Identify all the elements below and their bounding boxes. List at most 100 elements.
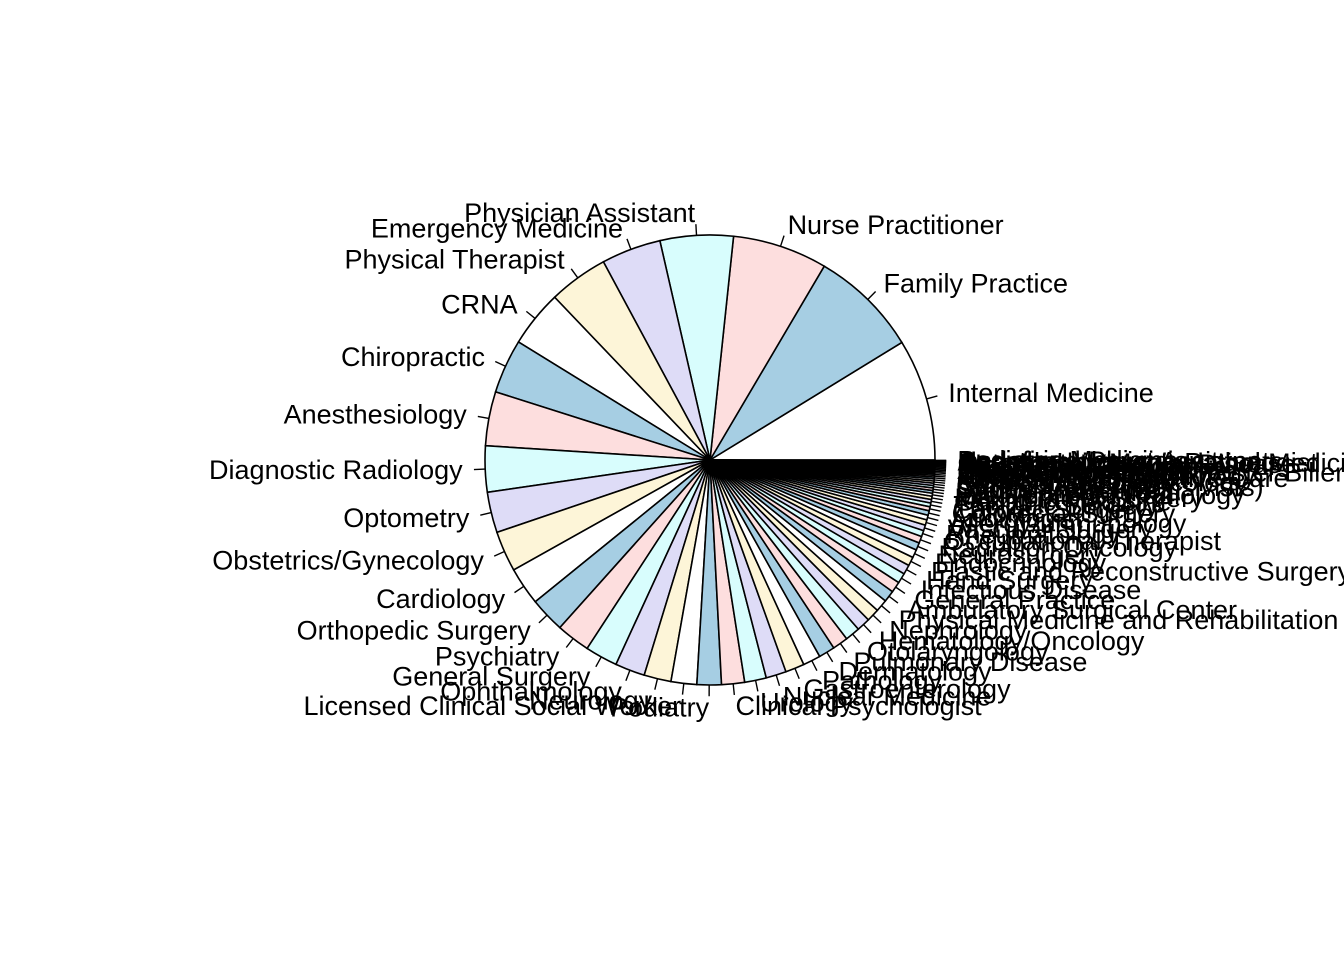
pie-tick-ambulatory-surgical-center — [888, 595, 899, 604]
pie-label-allergy-immunology: Allergy/Immunology — [949, 508, 1187, 538]
pie-tick-hand-surgery — [906, 568, 917, 576]
pie-label-orthopedic-surgery: Orthopedic Surgery — [297, 616, 532, 646]
pie-label-colorectal-surgery: Colorectal Surgery — [952, 499, 1176, 529]
pie-label-optometry: Optometry — [343, 503, 470, 533]
pie-label-undefined-physician-type: Undefined Physician type — [958, 446, 1263, 476]
pie-tick-geriatric-medicine — [931, 497, 943, 501]
pie-tick-hematology-oncology — [862, 624, 872, 634]
pie-tick-internal-medicine — [926, 395, 938, 400]
pie-tick-obstetrics-gynecology — [493, 550, 505, 557]
pie-slice-pediatric-medicine — [709, 459, 936, 462]
pie-tick-psychiatry — [565, 638, 574, 648]
pie-label-family-practice: Family Practice — [884, 269, 1069, 299]
pie-tick-cardiology — [514, 585, 525, 594]
pie-label-audiologist: Audiologist — [951, 503, 1084, 533]
pie-label-urology: Urology — [760, 687, 854, 717]
pie-tick-optometry — [480, 511, 492, 516]
pie-label-psychiatry: Psychiatry — [435, 641, 560, 671]
pie-label-medical-oncology: Medical Oncology — [957, 465, 1172, 495]
pie-label-diagnostic-radiology: Diagnostic Radiology — [209, 455, 463, 485]
pie-tick-dermatology — [826, 651, 834, 663]
pie-label-internal-medicine: Internal Medicine — [948, 378, 1154, 408]
pie-label-otolaryngology: Otolaryngology — [867, 636, 1049, 666]
pie-label-preventive-medicine: Preventive Medicine — [957, 451, 1200, 481]
pie-label-ophthalmology: Ophthalmology — [440, 676, 622, 706]
pie-tick-interventional-radiology — [932, 491, 944, 495]
pie-tick-occupational-therapist — [922, 532, 934, 538]
pie-label-maxillofacial-surgery: Maxillofacial Surgery — [955, 483, 1205, 513]
pie-label-addiction-medicine: Addiction Medicine — [957, 455, 1184, 485]
pie-tick-chiropractic — [494, 360, 506, 367]
pie-label-pain-management: Pain Management — [955, 477, 1175, 507]
pie-label-plastic-and-reconstructive-surgery: Plastic and Reconstructive Surgery — [931, 557, 1344, 587]
pie-label-oral-surgery: Oral Surgery — [957, 453, 1111, 483]
pie-label-interventional-radiology: Interventional Radiology — [955, 480, 1245, 510]
pie-tick-anesthesiology — [477, 415, 489, 420]
pie-label-endocrinology: Endocrinology — [935, 548, 1107, 578]
pie-tick-clinical-laboratory — [934, 472, 946, 475]
pie-tick-general-practice — [895, 586, 906, 595]
pie-slice-family-practice — [709, 265, 903, 461]
pie-slices — [484, 234, 936, 686]
pie-label-infectious-disease: Infectious Disease — [921, 575, 1142, 605]
pie-tick-gastroenterology — [794, 668, 800, 680]
pie-label-interventional-cardiology: Interventional Cardiology — [957, 461, 1256, 491]
pie-tick-endocrinology — [914, 553, 926, 559]
pie-tick-clinical-psychologist — [732, 683, 736, 696]
pie-tick-thoracic-surgery — [931, 500, 943, 505]
pie-label-nuclear-medicine: Nuclear Medicine — [783, 682, 992, 712]
pie-tick-surgical-oncology — [933, 481, 946, 484]
pie-tick-nuclear-medicine — [775, 674, 781, 686]
pie-tick-emergency-medicine — [626, 238, 632, 250]
pie-tick-infectious-disease — [901, 577, 912, 585]
pie-label-neurosurgery: Neurosurgery — [939, 540, 1103, 570]
pie-tick-neurosurgery — [917, 545, 929, 552]
pie-label-physical-therapist: Physical Therapist — [345, 245, 566, 275]
pie-label-podiatry: Podiatry — [610, 693, 710, 723]
pie-label-general-surgery: General Surgery — [392, 662, 591, 692]
pie-label-physician-assistant: Physician Assistant — [464, 198, 696, 228]
pie-label-chiropractic: Chiropractic — [341, 342, 485, 372]
pie-label-pulmonary-disease: Pulmonary Disease — [853, 647, 1087, 677]
pie-label-peripheral-vascular-disease: Peripheral Vascular Disease — [957, 449, 1296, 479]
pie-label-vascular-surgery: Vascular Surgery — [948, 514, 1154, 544]
pie-tick-mass-immunization-roster-biller — [934, 470, 946, 473]
pie-tick-neurology — [654, 678, 659, 690]
pie-label-anesthesiologist-assistants: Anesthesiologist Assistants — [957, 447, 1283, 477]
pie-tick-nurse-practitioner — [779, 235, 785, 247]
pie-label-anesthesiology: Anesthesiology — [284, 399, 468, 429]
pie-tick-gynecological-oncology — [934, 479, 946, 482]
pie-tick-physical-medicine-and-rehabilitation — [881, 605, 891, 614]
pie-tick-pain-management — [932, 488, 945, 492]
pie-tick-audiologist — [928, 512, 940, 517]
pie-tick-plastic-and-reconstructive-surgery — [910, 560, 922, 568]
pie-tick-crna — [525, 310, 536, 320]
pie-label-nurse-practitioner: Nurse Practitioner — [788, 210, 1004, 240]
pie-tick-otolaryngology — [852, 633, 861, 644]
pie-tick-interventional-cardiology — [934, 473, 946, 476]
pie-tick-radiation-oncology — [920, 539, 932, 545]
pie-label-general-practice: General Practice — [914, 585, 1115, 615]
pie-label-licensed-clinical-social-worker: Licensed Clinical Social Worker — [304, 691, 682, 721]
pie-label-osteopathic-manipulative-medicine: Osteopathic Manipulative Medicine — [957, 448, 1344, 478]
pie-label-emergency-medicine: Emergency Medicine — [371, 213, 623, 243]
pie-tick-rheumatology — [924, 527, 936, 532]
pie-label-hematology-oncology: Hematology/Oncology — [879, 626, 1145, 656]
pie-tick-pulmonary-disease — [839, 643, 848, 653]
pie-tick-colorectal-surgery — [929, 508, 941, 512]
pie-label-physical-medicine-and-rehabilitation: Physical Medicine and Rehabilitation — [899, 605, 1339, 635]
pie-label-obstetrics-gynecology: Obstetrics/Gynecology — [212, 546, 484, 576]
pie-tick-licensed-clinical-social-worker — [681, 683, 685, 695]
pie-tick-certified-nurse-midwife — [934, 469, 947, 472]
pie-label-thoracic-surgery: Thoracic Surgery — [953, 490, 1159, 520]
pie-tick-ophthalmology — [625, 670, 631, 682]
pie-tick-cardiac-surgery — [930, 504, 942, 508]
pie-tick-hospice-and-palliative-care — [934, 475, 946, 478]
pie-label-geriatric-medicine: Geriatric Medicine — [954, 487, 1172, 517]
pie-label-cardiac-surgery: Cardiac Surgery — [953, 494, 1149, 524]
pie-label-neurology: Neurology — [529, 686, 653, 716]
pie-tick-nephrology — [872, 614, 882, 624]
pie-tick-medical-oncology — [934, 477, 946, 480]
